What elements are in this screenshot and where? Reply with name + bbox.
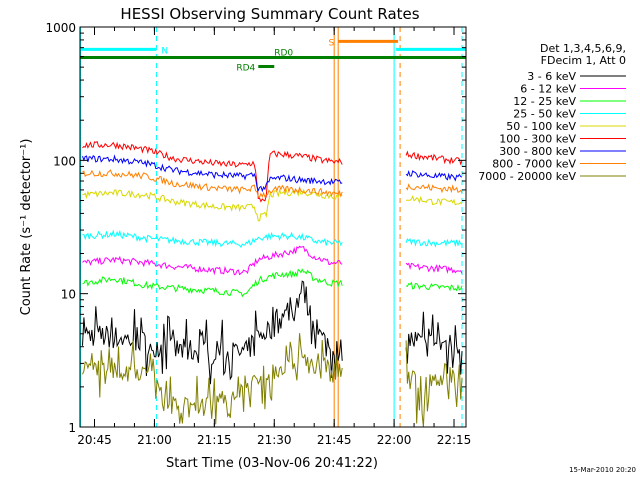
- x-tick-label: 22:00: [377, 433, 412, 447]
- y-tick-label: 1000: [45, 21, 76, 35]
- flag-bars: N S RD0 RD4: [80, 38, 466, 74]
- legend-header-line: Det 1,3,4,5,6,9,: [540, 42, 626, 55]
- flag-label-s: S: [328, 38, 334, 48]
- data-series: [82, 141, 463, 428]
- series-line-100-300-kev-kev: [82, 141, 463, 203]
- x-tick-label: 20:45: [77, 433, 112, 447]
- series-line-7000-20000-kev-kev: [82, 333, 463, 428]
- legend-entry-label: 7000 - 20000 keV: [478, 170, 576, 183]
- legend-entry-label: 800 - 7000 keV: [492, 158, 576, 171]
- legend-entry-label: 300 - 800 keV: [499, 145, 576, 158]
- x-tick-label: 21:15: [197, 433, 232, 447]
- legend-entry-label: 3 - 6 keV: [527, 70, 576, 83]
- timestamp: 15-Mar-2010 20:20: [569, 466, 636, 474]
- series-line-300-800-kev-kev: [82, 154, 463, 193]
- x-tick-label: 21:45: [317, 433, 352, 447]
- x-tick-label: 21:30: [257, 433, 292, 447]
- x-axis-label: Start Time (03-Nov-06 20:41:22): [166, 456, 378, 471]
- y-tick-label: 1: [68, 421, 76, 435]
- flag-label-rd0: RD0: [274, 49, 293, 59]
- y-axis-label: Count Rate (s⁻¹ detector⁻¹): [19, 139, 34, 316]
- series-line-12-25-kev-kev: [82, 268, 463, 298]
- vertical-markers: [80, 27, 463, 427]
- legend-entry-label: 25 - 50 keV: [513, 108, 576, 121]
- series-line-25-50-kev-kev: [82, 229, 463, 249]
- plot-frame: [79, 26, 467, 428]
- legend-entry-label: 6 - 12 keV: [520, 83, 576, 96]
- series-line-50-100-kev-kev: [82, 187, 463, 222]
- legend-entry-label: 50 - 100 keV: [506, 120, 576, 133]
- series-line-6-12-kev-kev: [82, 245, 463, 276]
- series-line-800-7000-kev-kev: [82, 169, 463, 199]
- legend: Det 1,3,4,5,6,9,FDecim 1, Att 0 3 - 6 keV…: [478, 42, 626, 183]
- axis-ticks: 1 10 100 1000 20:45 21:00 21:15 21:30 21:45 22:00…: [45, 21, 471, 447]
- x-tick-label: 22:15: [437, 433, 472, 447]
- chart-title: HESSI Observing Summary Count Rates: [120, 5, 419, 23]
- legend-entry-label: 100 - 300 keV: [499, 133, 576, 146]
- y-tick-label: 10: [61, 288, 76, 302]
- flag-label-rd4: RD4: [236, 64, 255, 74]
- x-tick-label: 21:00: [137, 433, 172, 447]
- legend-entry-label: 12 - 25 keV: [513, 95, 576, 108]
- legend-header-line: FDecim 1, Att 0: [541, 54, 626, 67]
- y-tick-label: 100: [53, 154, 76, 168]
- flag-label-n: N: [161, 46, 168, 56]
- series-line-3-6-kev-kev: [82, 280, 463, 385]
